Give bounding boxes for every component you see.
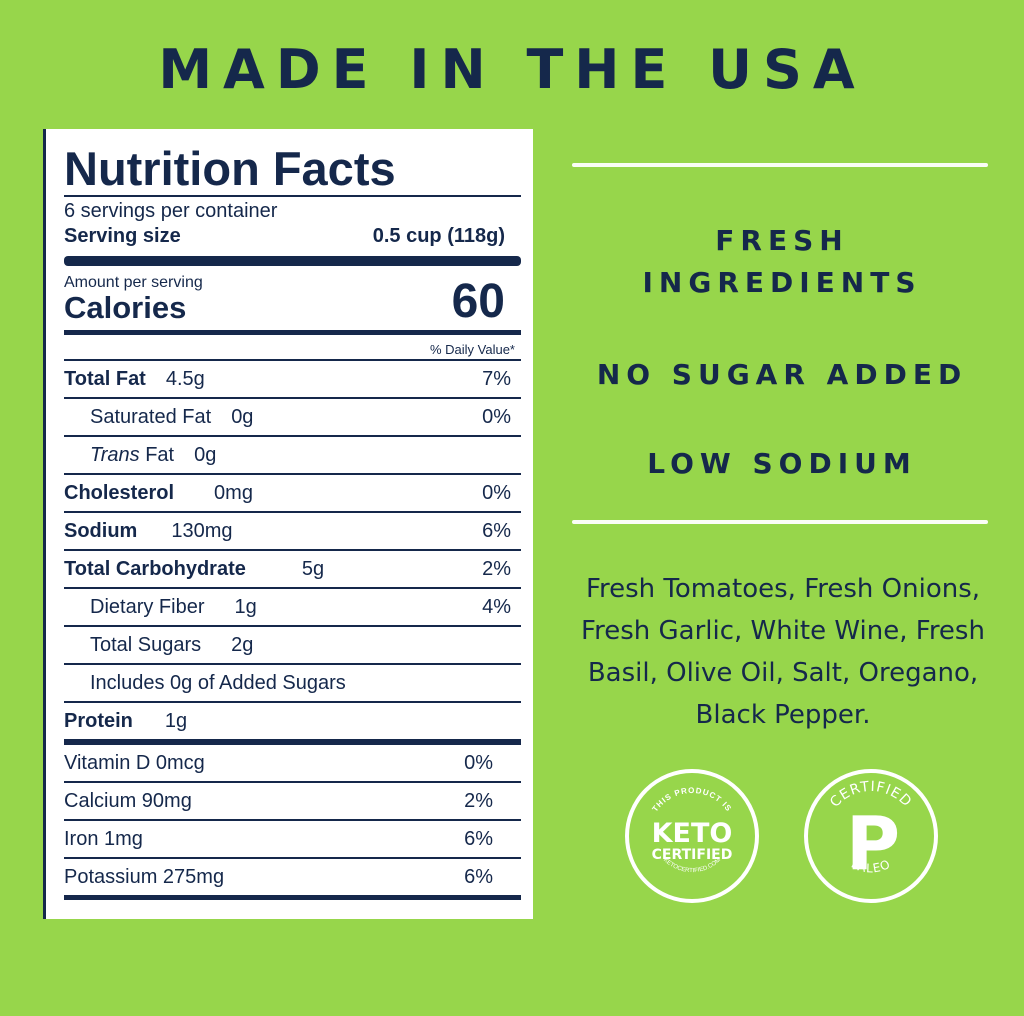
nutrient-dv: 4% <box>482 595 511 618</box>
vitamin-row-vitamin-d: Vitamin D 0mcg 0% <box>64 739 521 781</box>
serving-size-value: 0.5 cup (118g) <box>372 225 505 247</box>
serving-size-row: Serving size 0.5 cup (118g) <box>64 223 521 249</box>
ingredients-list: Fresh Tomatoes, Fresh Onions, Fresh Garl… <box>581 574 985 730</box>
nutrient-name: Protein <box>64 709 133 732</box>
nutrient-row-total-sugars: Total Sugars 2g <box>64 625 521 663</box>
nutrient-name: Fat <box>145 443 175 466</box>
nutrient-row-sodium: Sodium 130mg 6% <box>64 511 521 549</box>
vitamin-dv: 2% <box>464 789 493 812</box>
nutrient-row-protein: Protein 1g <box>64 701 521 739</box>
nutrient-amount: 0mg <box>214 481 253 504</box>
nutrient-name-italic: Trans <box>90 443 140 466</box>
paleo-bottom-text: PALEO <box>849 857 892 876</box>
divider-thick <box>64 256 521 266</box>
nutrient-row-dietary-fiber: Dietary Fiber 1g 4% <box>64 587 521 625</box>
divider-medium <box>64 330 521 335</box>
nutrient-name: Cholesterol <box>64 481 175 504</box>
nutrient-row-added-sugars: Includes 0g of Added Sugars <box>64 663 521 701</box>
servings-per-container: 6 servings per container <box>64 200 278 222</box>
calories-value: 60 <box>451 275 505 328</box>
calories-row: Calories 60 <box>64 278 521 326</box>
svg-text:THIS PRODUCT IS: THIS PRODUCT IS <box>650 786 733 814</box>
svg-text:PALEO: PALEO <box>849 857 893 876</box>
nutrient-dv: 0% <box>482 405 511 428</box>
nutrient-name: Total Carbohydrate <box>64 557 246 580</box>
nutrient-name: Sodium <box>64 519 138 542</box>
nutrient-dv: 7% <box>482 367 511 390</box>
amount-per-serving: Amount per serving <box>64 274 203 291</box>
nutrient-row-cholesterol: Cholesterol 0mg 0% <box>64 473 521 511</box>
white-rule-top <box>572 163 988 167</box>
nutrition-facts-panel: Nutrition Facts 6 servings per container… <box>43 129 533 919</box>
nutrient-name: Dietary Fiber <box>90 595 205 618</box>
nutrient-amount: 4.5g <box>165 367 205 390</box>
nutrition-facts-title: Nutrition Facts <box>64 142 396 195</box>
nutrient-amount: 130mg <box>171 519 233 542</box>
divider-bottom <box>64 895 521 900</box>
nutrient-amount: 1g <box>234 595 257 618</box>
nutrient-name: Total Sugars <box>90 633 202 656</box>
nutrient-row-total-carbohydrate: Total Carbohydrate 5g 2% <box>64 549 521 587</box>
nutrient-dv: 6% <box>482 519 511 542</box>
keto-certified-badge: THIS PRODUCT IS KETO CERTIFIED KETOCERTI… <box>625 769 759 903</box>
keto-main-text: KETO <box>652 818 733 849</box>
vitamin-name: Potassium 275mg <box>64 865 225 888</box>
calories-label: Calories <box>64 290 187 325</box>
vitamin-row-iron: Iron 1mg 6% <box>64 819 521 857</box>
nutrient-row-total-fat: Total Fat 4.5g 7% <box>64 359 521 397</box>
serving-size-label: Serving size <box>64 225 181 247</box>
vitamin-name: Calcium 90mg <box>64 789 192 812</box>
white-rule-bottom <box>572 520 988 524</box>
keto-top-text: THIS PRODUCT IS <box>650 786 732 814</box>
paleo-letter: P <box>846 801 900 887</box>
vitamin-dv: 6% <box>464 827 493 850</box>
divider <box>64 195 521 197</box>
headline: MADE IN THE USA <box>158 38 866 101</box>
nutrient-dv: 0% <box>482 481 511 504</box>
claim-no-sugar-added: NO SUGAR ADDED <box>596 358 968 391</box>
vitamin-name: Iron 1mg <box>64 827 143 850</box>
claim-low-sodium: LOW SODIUM <box>647 447 917 480</box>
keto-sub-text: CERTIFIED <box>652 847 733 863</box>
nutrient-row-trans-fat: Trans Fat 0g <box>64 435 521 473</box>
nutrient-amount: 0g <box>231 405 254 428</box>
daily-value-header: % Daily Value* <box>429 342 515 357</box>
nutrient-name: Total Fat <box>64 367 146 390</box>
nutrient-row-saturated-fat: Saturated Fat 0g 0% <box>64 397 521 435</box>
claim-fresh-ingredients: FRESH INGREDIENTS <box>540 220 1024 304</box>
claim-fresh-line1: FRESH <box>715 224 849 257</box>
vitamin-name: Vitamin D 0mcg <box>64 751 205 774</box>
vitamin-row-potassium: Potassium 275mg 6% <box>64 857 521 895</box>
vitamin-row-calcium: Calcium 90mg 2% <box>64 781 521 819</box>
certified-paleo-badge: CERTIFIED P PALEO <box>804 769 938 903</box>
nutrient-amount: 2g <box>231 633 254 656</box>
nutrient-name: Includes 0g of Added Sugars <box>90 671 346 694</box>
vitamin-dv: 6% <box>464 865 493 888</box>
vitamin-dv: 0% <box>464 751 493 774</box>
nutrient-amount: 0g <box>194 443 217 466</box>
nutrient-name: Saturated Fat <box>90 405 212 428</box>
nutrient-amount: 5g <box>301 557 325 580</box>
nutrient-amount: 1g <box>164 709 188 732</box>
nutrient-dv: 2% <box>482 557 511 580</box>
claim-fresh-line2: INGREDIENTS <box>642 266 922 299</box>
